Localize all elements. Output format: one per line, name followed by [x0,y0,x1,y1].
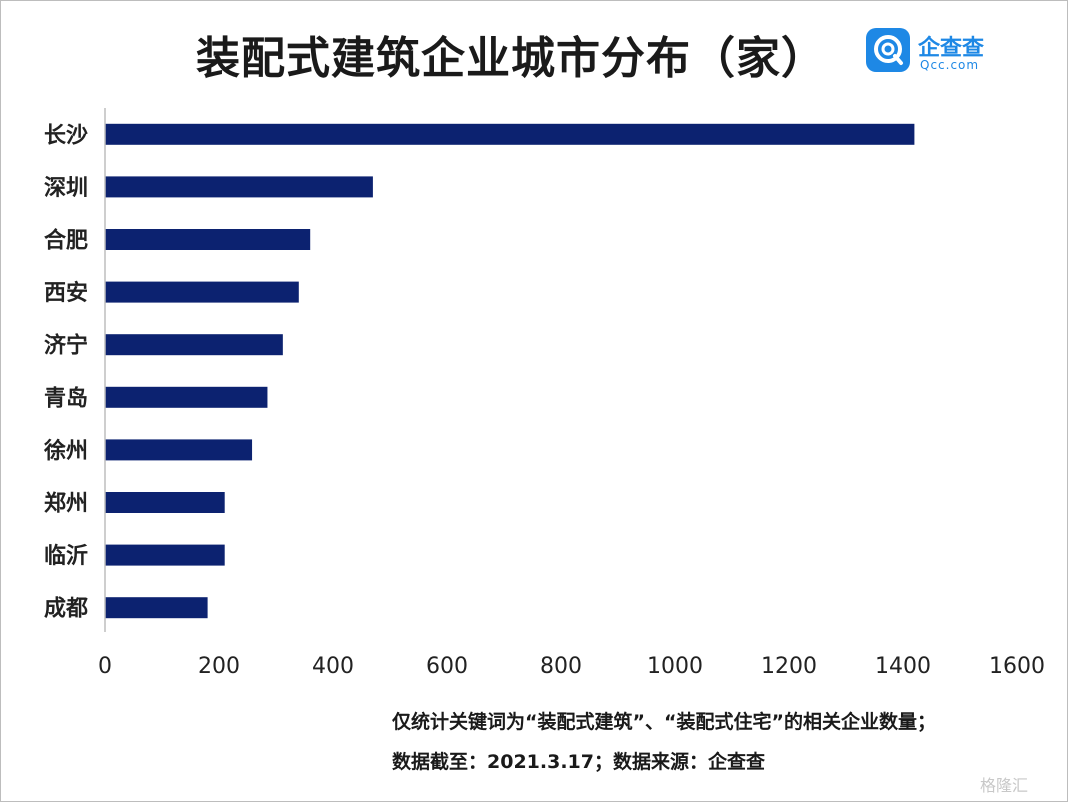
category-label-1: 深圳 [44,176,88,201]
category-label-9: 成都 [44,597,88,622]
logo-text-en: Qcc.com [920,58,980,72]
x-tick-label-4: 800 [540,654,582,679]
bar-3 [105,281,299,303]
category-label-7: 郑州 [44,492,88,517]
qcc-logo: 企查查 Qcc.com [866,28,996,76]
footnote-source: 数据截至：2021.3.17；数据来源：企查查 [392,751,765,773]
bar-4 [105,334,283,356]
tick-labels: 0 200 400 600 800 1000 1200 1400 1600 [98,654,1045,679]
bar-1 [105,176,373,198]
x-tick-label-7: 1400 [875,654,931,679]
category-label-5: 青岛 [44,385,88,411]
category-label-3: 西安 [44,280,88,306]
category-label-6: 徐州 [43,438,88,464]
bar-0 [105,123,915,145]
x-tick-label-1: 200 [198,654,240,679]
bar-2 [105,229,311,250]
x-tick-label-2: 400 [312,654,354,679]
category-label-0: 长沙 [44,123,88,148]
bars-group [105,123,915,619]
logo-text-cn: 企查查 [918,36,985,61]
x-tick-label-6: 1200 [761,654,817,679]
bar-6 [105,439,253,461]
bar-8 [105,544,225,566]
x-tick-label-5: 1000 [647,654,703,679]
footnote-scope: 仅统计关键词为“装配式建筑”、“装配式住宅”的相关企业数量； [392,711,936,733]
x-tick-label-0: 0 [98,654,112,679]
qcc-logo-icon [866,28,910,72]
bar-5 [105,386,268,408]
category-label-4: 济宁 [44,333,88,359]
footnotes: 仅统计关键词为“装配式建筑”、“装配式住宅”的相关企业数量； 数据截至：2021… [392,702,936,782]
category-label-2: 合肥 [44,228,88,254]
bar-7 [105,492,225,513]
x-tick-label-8: 1600 [989,654,1045,679]
watermark: 格隆汇 [980,776,1029,795]
x-tick-label-3: 600 [426,654,468,679]
category-label-8: 临沂 [44,543,88,569]
bar-9 [105,597,208,619]
chart-title: 装配式建筑企业城市分布（家） [196,33,826,84]
